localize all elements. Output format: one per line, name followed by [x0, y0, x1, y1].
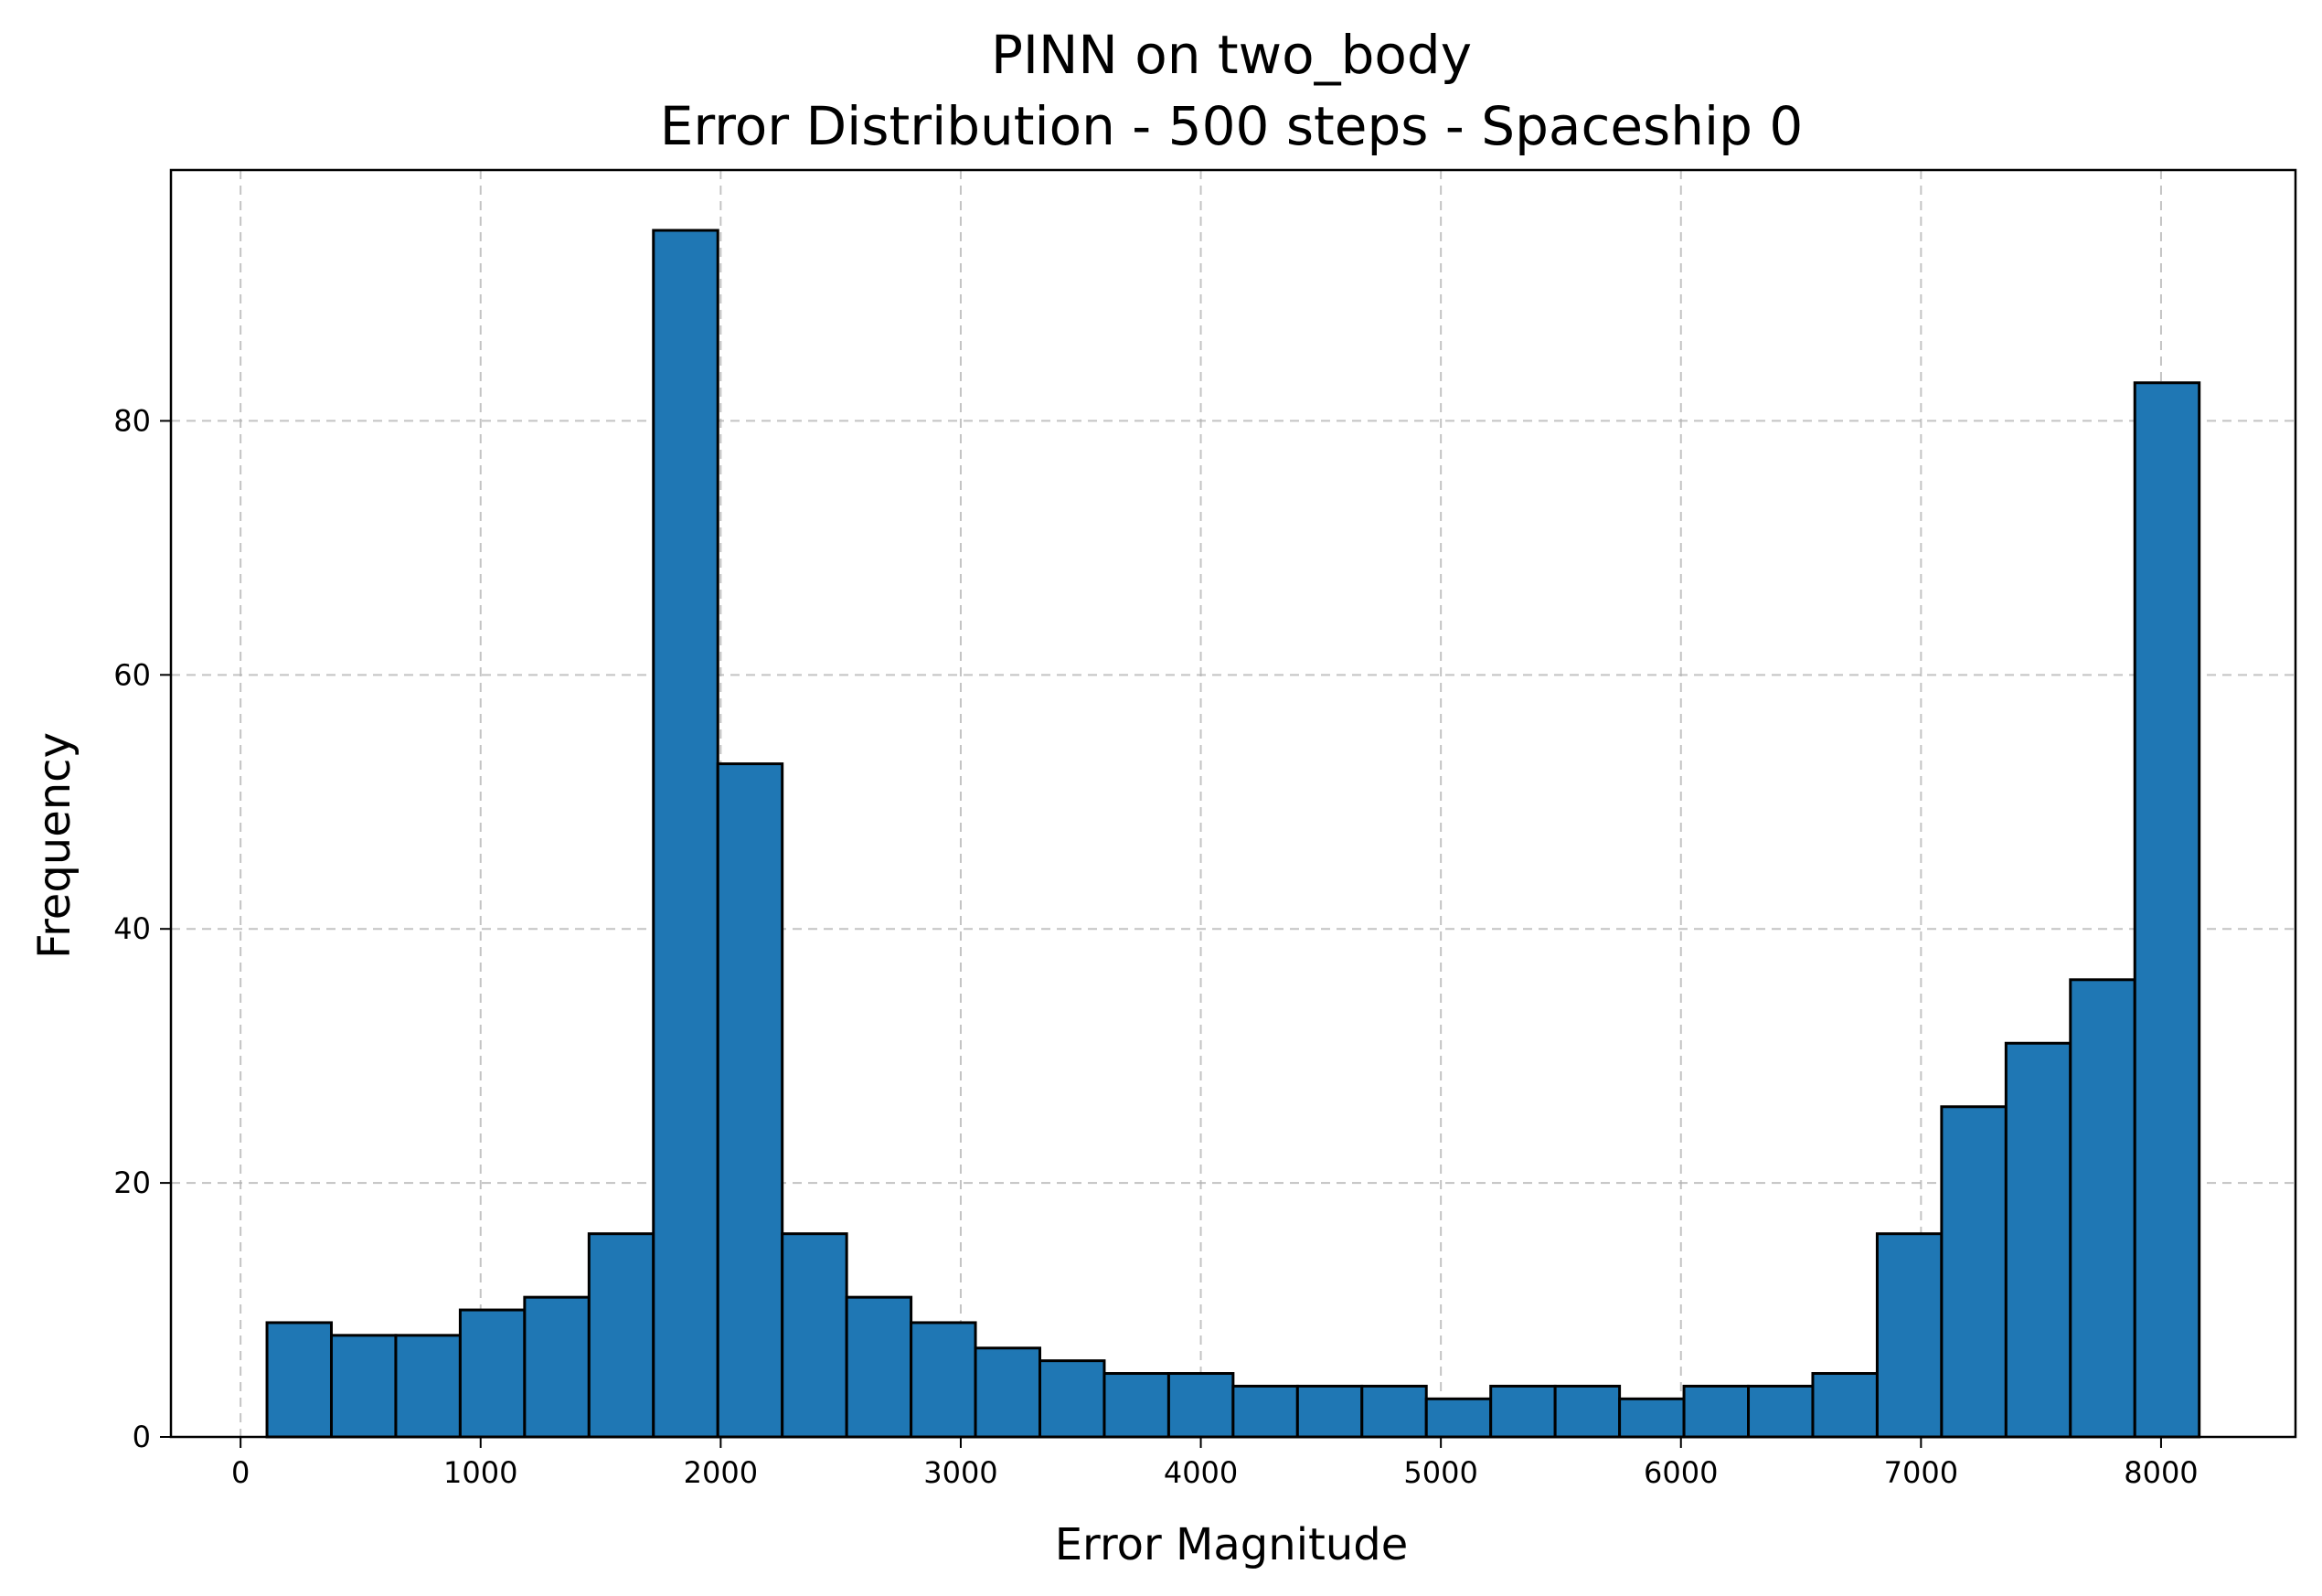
histogram-bar-20 [1553, 1384, 1622, 1439]
bars [265, 229, 2201, 1439]
x-tick-label-2: 2000 [684, 1455, 758, 1490]
histogram-bar-13 [1102, 1372, 1170, 1439]
histogram-bar-12 [1039, 1359, 1106, 1439]
histogram-bar-0 [265, 1321, 333, 1439]
histogram-bar-18 [1424, 1397, 1493, 1439]
x-axis-ticks: 0 1000 2000 3000 4000 5000 6000 7000 8000 [231, 1437, 2199, 1490]
histogram-bar-22 [1682, 1384, 1751, 1439]
histogram-bar-11 [974, 1346, 1042, 1439]
histogram-bar-25 [1875, 1232, 1944, 1439]
histogram-bar-26 [1940, 1105, 2008, 1439]
x-tick-label-6: 6000 [1644, 1455, 1718, 1490]
x-tick-label-8: 8000 [2124, 1455, 2198, 1490]
chart-title: PINN on two_body [991, 24, 1472, 86]
histogram-bar-17 [1360, 1384, 1428, 1439]
histogram-bar-16 [1295, 1384, 1364, 1439]
chart-subtitle: Error Distribution - 500 steps - Spacesh… [660, 95, 1804, 157]
x-axis-label: Error Magnitude [1055, 1519, 1409, 1570]
histogram-bar-1 [329, 1334, 398, 1439]
histogram-bar-5 [587, 1232, 655, 1439]
histogram-bar-9 [845, 1295, 913, 1439]
histogram-bar-28 [2069, 978, 2136, 1439]
x-tick-label-0: 0 [231, 1455, 250, 1490]
histogram-bar-6 [652, 229, 719, 1439]
histogram-bar-4 [523, 1295, 591, 1439]
histogram-bar-15 [1231, 1384, 1299, 1439]
y-tick-label-1: 20 [113, 1165, 151, 1200]
x-tick-label-5: 5000 [1403, 1455, 1477, 1490]
y-tick-label-0: 0 [133, 1420, 151, 1454]
histogram-bar-14 [1166, 1372, 1235, 1439]
histogram-bar-21 [1618, 1397, 1686, 1439]
histogram-bar-19 [1489, 1384, 1557, 1439]
y-axis-ticks: 0 20 40 60 80 [113, 403, 171, 1454]
plot-frame [169, 168, 2297, 1439]
histogram-bar-29 [2133, 381, 2201, 1439]
x-tick-label-3: 3000 [923, 1455, 997, 1490]
histogram-bar-23 [1747, 1384, 1815, 1439]
histogram-bar-7 [716, 762, 784, 1439]
y-tick-label-2: 40 [113, 911, 151, 946]
x-tick-label-7: 7000 [1884, 1455, 1958, 1490]
histogram-bar-27 [2004, 1041, 2072, 1439]
histogram-bar-10 [910, 1321, 977, 1439]
y-axis-label: Frequency [29, 732, 80, 959]
y-tick-label-3: 60 [113, 657, 151, 692]
histogram-bar-3 [458, 1308, 527, 1439]
x-tick-label-1: 1000 [443, 1455, 517, 1490]
y-tick-label-4: 80 [113, 403, 151, 438]
histogram-bar-8 [781, 1232, 848, 1439]
histogram-bar-24 [1811, 1372, 1879, 1439]
x-tick-label-4: 4000 [1164, 1455, 1238, 1490]
histogram-bar-2 [394, 1334, 462, 1439]
